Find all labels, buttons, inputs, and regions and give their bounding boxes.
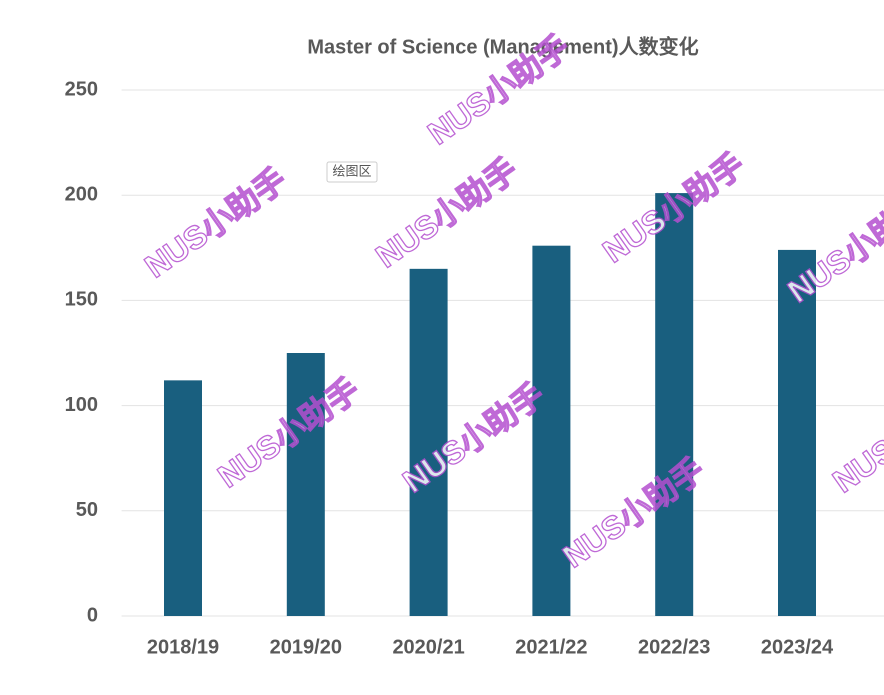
bar (778, 249, 816, 617)
y-tick-label: 100 (65, 394, 98, 416)
x-tick-label: 2023/24 (761, 636, 834, 658)
tooltip: 绘图区 (332, 163, 371, 178)
y-tick-label: 0 (87, 604, 98, 626)
watermark: NUS小助手 (369, 151, 524, 274)
watermark: NUS小助手 (781, 186, 884, 309)
x-tick-label: 2018/19 (147, 636, 219, 658)
tooltip-box (326, 161, 378, 183)
plot-area: 0 50 100 150 200 250 2018/19 2019/20 2020/21 2021… (65, 78, 884, 658)
watermark: NUS小助手 (826, 376, 884, 499)
bar (409, 268, 448, 616)
bar (286, 353, 325, 616)
y-tick-label: 200 (65, 183, 98, 205)
x-tick-label: 2022/23 (638, 636, 710, 658)
y-tick-label: 50 (76, 499, 98, 521)
bar (532, 245, 571, 617)
bar (655, 193, 694, 616)
x-tick-label: 2019/20 (270, 636, 342, 658)
watermark: NUS小助手 (138, 161, 293, 284)
chart-title: Master of Science (Management)人数变化 (307, 34, 698, 58)
x-tick-label: 2020/21 (392, 636, 464, 658)
bar (164, 380, 202, 616)
x-tick-label: 2021/22 (515, 636, 587, 658)
y-tick-label: 150 (65, 289, 98, 311)
y-tick-label: 250 (65, 78, 98, 100)
